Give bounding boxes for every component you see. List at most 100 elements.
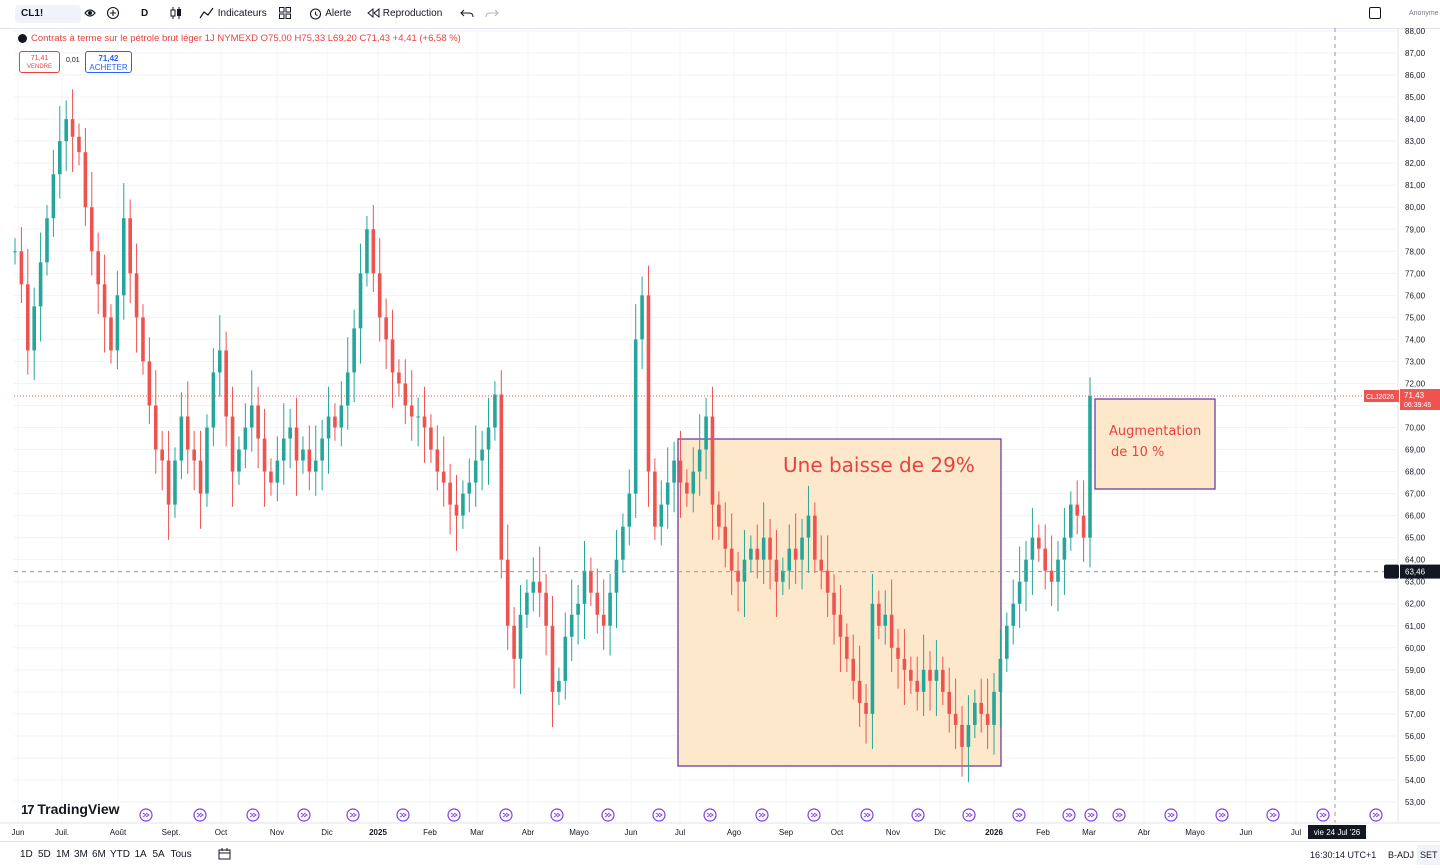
timeframe-button[interactable]: 1M [56,849,70,860]
time-axis[interactable]: Jun Juil. Août Sept. Oct Nov Dic 2025 Feb Mar Abr M… [0,822,1440,839]
price-tick-label: 78,00 [1405,247,1426,256]
redo-icon[interactable] [485,5,499,23]
event-arrow-icon [655,812,663,818]
event-arrow-icon [965,812,973,818]
timeframe-button[interactable]: 6M [92,849,106,860]
event-arrow-icon [196,812,204,818]
candle-body [377,273,382,318]
compare-icon[interactable] [83,5,97,23]
candle-body [646,295,651,472]
badj-toggle[interactable]: B-ADJ [1388,850,1415,860]
time-tick-label: Jul [1291,828,1301,837]
candle-body [537,581,542,593]
sell-button[interactable]: 71,41 VENDRE [19,51,60,73]
price-tick-label: 67,00 [1405,490,1426,499]
timeframe-button[interactable]: 1A [134,849,147,860]
price-tick-label: 65,00 [1405,534,1426,543]
candle-body [480,449,484,461]
time-tick-label: Sep [779,828,794,837]
candle-body [749,548,753,560]
candle-body [768,537,772,560]
candle-body [557,680,561,692]
candle-body [941,669,945,692]
timeframe-button[interactable]: YTD [110,849,130,860]
candle-body [678,460,683,483]
candle-body [13,251,17,253]
candle-body [237,449,241,472]
decline-annotation: Une baisse de 29% [783,453,975,477]
candle-body [121,218,126,296]
clock[interactable]: 16:30:14 UTC+1 [1310,850,1377,860]
replay-button[interactable]: Reproduction [367,5,442,23]
time-tick-label: Nov [270,828,284,837]
add-symbol-icon[interactable] [106,5,120,23]
candle-body [832,592,836,615]
candle-body [57,141,62,175]
candle-body [25,284,30,351]
timeframe-button[interactable]: 3M [74,849,88,860]
event-markers [139,808,1383,822]
price-tick-label: 57,00 [1405,710,1426,719]
candle-body [608,592,612,626]
time-tick-label: Oct [831,828,844,837]
time-tick-label: Dic [321,828,333,837]
candle-body [473,460,478,483]
candle-body [723,526,728,549]
timeframe-button[interactable]: Tous [170,849,192,860]
candle-body [953,713,958,725]
candle-body [109,317,113,351]
interval-button[interactable]: D [141,8,149,19]
timeframe-button[interactable]: 1D [20,849,33,860]
layouts-icon[interactable] [278,5,292,23]
candle-body [787,548,792,571]
timeframe-button[interactable]: 5A [152,849,165,860]
session-toggle[interactable]: SET [1417,845,1440,865]
timeframe-button[interactable]: 5D [38,849,51,860]
price-tick-label: 85,00 [1405,93,1426,102]
price-chart[interactable]: 88,00 87,00 86,00 85,00 84,00 83,00 82,00 81,00… [0,0,1440,840]
candle-body [365,229,369,274]
event-arrow-icon [502,812,510,818]
event-arrow-icon [1269,812,1277,818]
candle-body [160,449,164,461]
drop-icon [18,33,27,43]
price-tick-label: 75,00 [1405,313,1426,322]
candle-body [493,394,497,428]
top-toolbar: CL1! D Indicateurs Alerte Reproduction A… [0,0,1440,29]
candle-body [429,427,433,450]
event-arrow-icon [553,812,561,818]
candle-body [51,174,56,219]
tradingview-logo[interactable]: 17 TradingView [21,801,120,817]
event-arrow-icon [349,812,357,818]
fullscreen-icon[interactable] [1368,5,1382,23]
buy-button[interactable]: 71,42 ACHETER [85,51,132,73]
increase-box [1094,398,1216,490]
date-range-icon[interactable] [218,842,231,868]
candle-body [384,317,388,340]
candle-body [141,317,145,362]
tradingview-wordmark: TradingView [37,801,120,817]
price-tick-label: 60,00 [1405,644,1426,653]
user-label[interactable]: Anonyme [1409,10,1439,17]
candle-body [742,559,747,582]
time-tick-label: Mar [1082,828,1096,837]
candle-body [461,493,465,516]
candle-body [192,449,196,461]
alert-button[interactable]: Alerte [308,5,351,23]
candle-body [857,680,862,703]
price-axis[interactable]: 88,00 87,00 86,00 85,00 84,00 83,00 82,00 81,00… [1364,27,1440,823]
price-tick-label: 87,00 [1405,49,1426,58]
candle-body [685,482,689,494]
event-arrow-icon [914,812,922,818]
candles-icon[interactable] [168,5,184,23]
indicators-button[interactable]: Indicateurs [199,5,267,23]
candle-body [576,603,580,615]
time-tick-label: Abr [1138,828,1151,837]
candle-body [928,669,932,681]
symbol-search[interactable]: CL1! [15,5,81,23]
candle-body [45,218,49,263]
candle-body [755,548,760,560]
price-tick-label: 69,00 [1405,446,1426,455]
undo-icon[interactable] [460,5,474,23]
candle-body [563,636,568,681]
